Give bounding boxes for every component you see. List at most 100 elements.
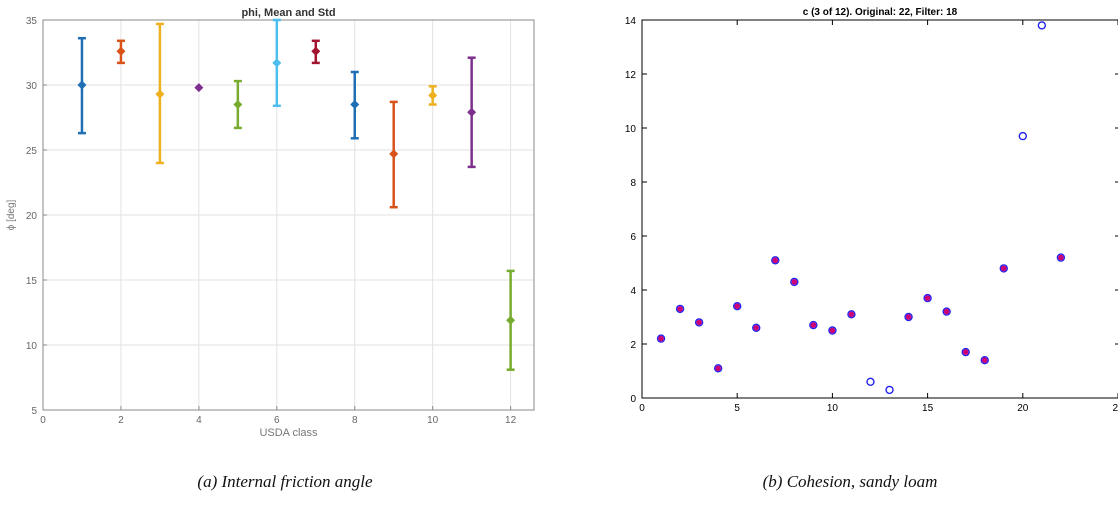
data-point-original [771,256,780,265]
chart-title: c (3 of 12). Original: 22, Filter: 18 [803,7,958,18]
mean-marker [272,58,282,68]
mean-marker [389,149,399,159]
data-point-original [980,356,989,365]
errorbar-class-11 [467,56,477,169]
data-point-filtered [696,319,702,326]
data-point-original [923,293,932,303]
data-point-original [656,334,666,343]
data-point-filtered [810,322,817,328]
x-tick-label: 10 [827,403,839,414]
y-tick-label: 5 [31,406,37,417]
y-tick-label: 14 [625,16,637,27]
data-point-original [828,326,837,335]
x-tick-label: 12 [505,415,517,426]
data-point-filtered [829,327,836,334]
data-point-original [1037,21,1047,30]
x-axis-label: USDA class [259,427,318,439]
x-tick-label: 6 [274,415,280,426]
data-point-filtered [791,279,798,285]
y-tick-label: 20 [26,211,38,222]
data-point-original [999,264,1008,273]
x-tick-label: 5 [734,403,740,414]
mean-marker [506,315,516,325]
data-point-original [1018,131,1027,141]
errorbar-class-4 [194,83,204,93]
mean-marker [428,90,438,100]
data-point-filtered [924,295,931,301]
friction-angle-chart: 0 2 4 6 8 10 12 5 10 15 20 25 30 35 phi, Mean and Std U… [6,7,535,439]
data-point-original [694,318,704,327]
errorbar-class-2 [116,39,126,65]
y-tick-label: 0 [630,394,636,405]
y-tick-label: 15 [26,276,38,287]
data-point-filtered [753,325,760,331]
errorbar-class-7 [311,39,321,65]
mean-marker [155,89,165,99]
data-point-original [752,323,761,332]
x-tick-label: 2 [118,415,124,426]
y-tick-label: 4 [630,286,636,297]
data-point-original [1056,253,1066,262]
data-point-original [675,304,685,314]
mean-marker [194,83,204,93]
mean-marker [116,46,126,56]
errorbar-class-8 [350,70,360,140]
x-tick-label: 0 [639,403,645,414]
x-tick-label: 15 [922,403,934,414]
data-point-original [942,307,951,316]
caption-cohesion: (b) Cohesion, sandy loam [762,472,938,491]
chart-title: phi, Mean and Std [241,7,335,19]
y-tick-label: 30 [26,81,38,92]
y-tick-label: 6 [630,232,636,243]
data-point-original [866,377,875,386]
y-tick-label: 10 [625,124,637,135]
errorbar-class-10 [428,85,438,106]
errorbar-class-9 [389,100,399,209]
x-tick-label: 8 [352,415,358,426]
x-tick-label: 20 [1017,403,1029,414]
data-point-filtered [1000,265,1007,272]
cohesion-chart: 0 5 10 15 20 25 0 2 4 6 8 10 12 14 c (3 of 12). Origin… [625,7,1118,414]
data-point-original [790,277,799,287]
data-point-filtered [734,303,740,310]
mean-marker [77,80,87,90]
data-point-filtered [715,365,721,372]
data-point-original [732,302,742,311]
errorbar-class-1 [77,36,87,135]
mean-marker [233,100,243,109]
data-point-original [809,320,818,330]
data-point-filtered [658,335,664,342]
data-point-original [885,385,894,395]
data-point-original [847,310,856,319]
data-point-filtered [677,306,683,312]
x-tick-label: 4 [196,415,202,426]
data-point-original [961,347,970,357]
y-tick-label: 2 [630,340,636,351]
errorbar-class-5 [233,79,243,130]
mean-marker [467,107,477,117]
data-point-filtered [848,311,855,318]
x-tick-label: 10 [427,415,439,426]
data-point-filtered [1058,254,1064,261]
y-axis-label: ϕ [deg] [6,199,17,230]
data-point-filtered [772,257,779,264]
data-point-filtered [905,314,912,320]
data-point-original [904,312,913,322]
errorbar-class-3 [155,22,165,165]
y-tick-label: 12 [625,70,637,81]
caption-friction-angle: (a) Internal friction angle [197,472,373,491]
data-point-filtered [943,308,950,315]
mean-marker [350,100,360,109]
y-tick-label: 10 [26,341,38,352]
x-tick-label: 0 [40,415,46,426]
errorbar-class-12 [506,269,516,371]
y-tick-label: 8 [630,178,636,189]
data-point-original [713,364,723,373]
mean-marker [311,46,321,56]
y-tick-label: 25 [26,146,38,157]
axes-box [641,19,1118,399]
data-point-filtered [962,349,969,355]
errorbar-class-6 [272,18,282,108]
y-tick-label: 35 [26,16,38,27]
x-tick-label: 25 [1112,403,1118,414]
